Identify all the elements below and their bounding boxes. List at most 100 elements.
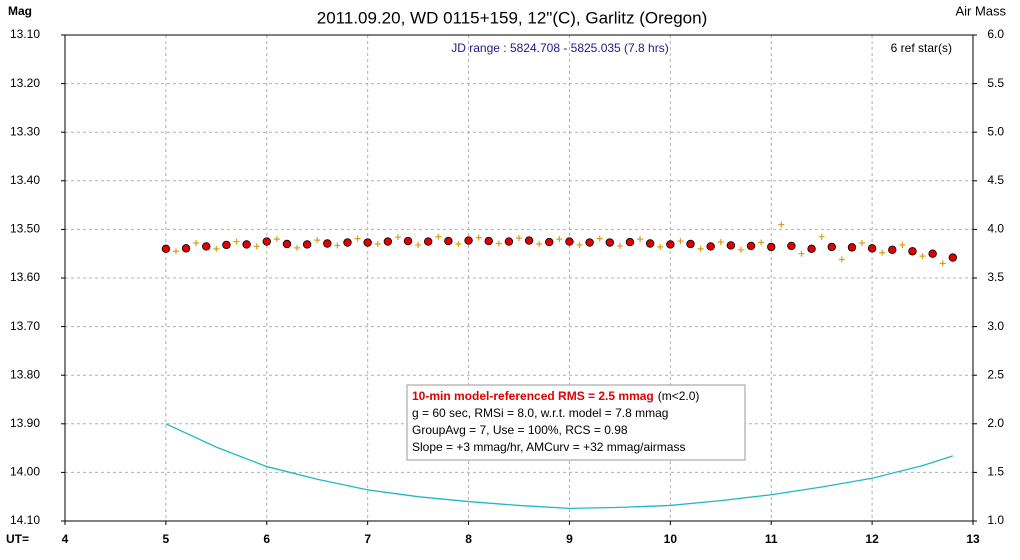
data-cross xyxy=(294,244,301,251)
data-cross xyxy=(697,245,704,252)
stats-line: GroupAvg = 7, Use = 100%, RCS = 0.98 xyxy=(412,423,628,437)
data-cross xyxy=(536,240,543,247)
data-point xyxy=(161,244,171,254)
data-cross xyxy=(172,248,179,255)
y-tick-label: 13.60 xyxy=(10,270,40,284)
plot-frame xyxy=(64,34,974,522)
data-point xyxy=(565,237,574,246)
stats-line: Slope = +3 mmag/hr, AMCurv = +32 mmag/ai… xyxy=(412,440,685,454)
x-tick-label: 9 xyxy=(566,532,573,546)
stats-line: g = 60 sec, RMSi = 8.0, w.r.t. model = 7… xyxy=(412,406,668,420)
y2-tick-label: 5.0 xyxy=(987,124,1004,138)
data-point xyxy=(767,242,776,252)
data-point xyxy=(383,237,393,246)
x-tick-label: 4 xyxy=(62,532,69,546)
data-point xyxy=(706,242,715,251)
data-point xyxy=(403,236,413,246)
data-cross xyxy=(939,260,946,267)
x-tick-label: 6 xyxy=(263,532,270,546)
y2-tick-label: 4.5 xyxy=(987,173,1004,187)
data-cross xyxy=(273,236,280,243)
stats-headline-main: 10-min model-referenced RMS = 2.5 mmag xyxy=(412,389,654,403)
data-point xyxy=(323,239,332,248)
y-tick-label: 13.40 xyxy=(10,173,40,187)
data-point xyxy=(807,244,816,254)
data-point xyxy=(484,236,493,246)
y-tick-label: 14.00 xyxy=(10,465,40,479)
x-tick-label: 13 xyxy=(966,532,980,546)
y-tick-label: 13.90 xyxy=(10,416,40,430)
data-cross xyxy=(475,234,482,241)
data-point xyxy=(625,237,635,247)
data-point xyxy=(948,253,958,262)
y2-tick-label: 2.0 xyxy=(987,416,1004,430)
data-point xyxy=(686,239,695,249)
data-point xyxy=(424,237,433,246)
data-point xyxy=(504,237,514,246)
x-axis-label: UT= xyxy=(6,532,29,546)
data-point xyxy=(787,241,796,251)
airmass-line xyxy=(165,423,954,510)
data-point xyxy=(262,237,271,246)
data-point xyxy=(363,238,372,247)
stats-box xyxy=(406,384,746,461)
y-tick-label: 13.50 xyxy=(10,222,40,236)
data-point xyxy=(524,236,534,245)
data-cross xyxy=(253,243,260,250)
data-point xyxy=(545,237,554,247)
data-cross xyxy=(233,238,240,245)
data-cross xyxy=(516,235,522,242)
y-axis-label: Mag xyxy=(8,4,32,18)
chart-title: 2011.09.20, WD 0115+159, 12"(C), Garlitz… xyxy=(317,8,707,27)
data-point xyxy=(585,238,594,247)
y2-axis-label: Air Mass xyxy=(955,3,1006,18)
data-cross xyxy=(758,239,765,246)
x-tick-label: 7 xyxy=(364,532,371,546)
y-tick-label: 13.10 xyxy=(10,27,40,41)
data-cross xyxy=(576,241,583,248)
data-point xyxy=(222,240,231,250)
x-tick-label: 10 xyxy=(664,532,678,546)
data-cross xyxy=(334,242,341,249)
y-tick-label: 13.80 xyxy=(10,367,40,381)
data-point xyxy=(282,239,292,249)
x-tick-label: 8 xyxy=(465,532,472,546)
data-cross xyxy=(818,233,825,240)
data-cross xyxy=(556,236,563,243)
y-tick-label: 13.30 xyxy=(10,124,40,138)
y2-tick-label: 1.0 xyxy=(987,513,1004,527)
data-point xyxy=(847,243,857,252)
data-cross xyxy=(314,237,321,244)
data-cross xyxy=(899,241,906,248)
data-point xyxy=(908,247,917,256)
jd-range: JD range : 5824.708 - 5825.035 (7.8 hrs) xyxy=(451,41,668,55)
x-tick-label: 12 xyxy=(865,532,879,546)
data-point xyxy=(444,236,453,246)
x-tick-label: 5 xyxy=(163,532,170,546)
data-point xyxy=(645,239,655,248)
data-point xyxy=(746,241,756,251)
data-cross xyxy=(717,239,724,246)
y2-tick-label: 3.5 xyxy=(987,270,1004,284)
data-cross xyxy=(737,246,744,253)
data-cross xyxy=(495,240,502,247)
y-tick-label: 14.10 xyxy=(10,513,40,527)
stats-headline: 10-min model-referenced RMS = 2.5 mmag (m… xyxy=(412,389,699,403)
data-point xyxy=(302,240,312,249)
y-tick-label: 13.70 xyxy=(10,319,40,333)
y2-tick-label: 5.5 xyxy=(987,76,1004,90)
data-cross xyxy=(778,221,785,228)
data-point xyxy=(181,244,191,253)
data-cross xyxy=(657,243,664,250)
data-cross xyxy=(415,241,422,248)
data-cross xyxy=(879,249,886,256)
data-cross xyxy=(677,238,684,245)
data-point xyxy=(605,238,614,247)
data-cross xyxy=(596,235,603,242)
data-point xyxy=(242,240,251,249)
data-point xyxy=(464,236,473,245)
data-cross xyxy=(859,240,866,247)
y2-tick-label: 2.5 xyxy=(987,367,1004,381)
data-point xyxy=(202,242,211,251)
